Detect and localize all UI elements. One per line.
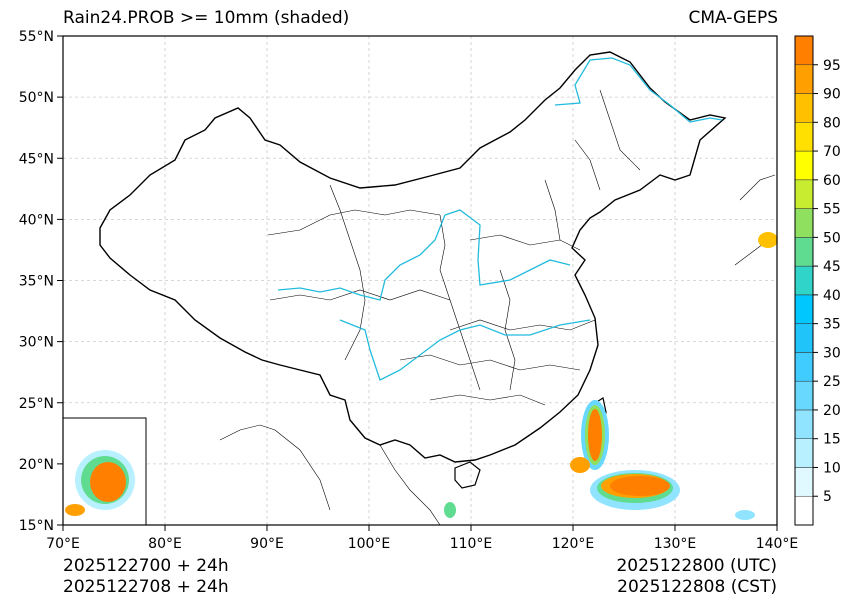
gridlines	[63, 36, 777, 525]
colorbar-segment	[794, 467, 814, 497]
neighbour-borders	[219, 174, 776, 525]
colorbar-segment	[794, 208, 814, 238]
colorbar-label: 50	[823, 230, 841, 246]
colorbar-segment	[794, 93, 814, 123]
colorbar-segment	[794, 409, 814, 439]
colorbar-segment	[794, 380, 814, 411]
lat-tick-label: 25°N	[19, 396, 54, 412]
colorbar-segment	[794, 265, 814, 296]
valid-time-cst: 2025122808 (CST)	[617, 577, 777, 597]
colorbar-segment	[794, 150, 814, 181]
lat-tick-label: 15°N	[19, 518, 54, 534]
colorbar-label: 60	[823, 173, 841, 189]
map-title: Rain24.PROB >= 10mm (shaded)	[63, 8, 350, 28]
china-border	[99, 51, 727, 463]
colorbar-label: 5	[823, 489, 832, 505]
colorbar-segment	[794, 352, 814, 382]
colorbar-label: 20	[823, 403, 841, 419]
lon-tick-label: 100°E	[348, 536, 391, 552]
colorbar-label: 15	[823, 432, 841, 448]
south-china-sea-inset	[62, 417, 147, 526]
hainan-island	[454, 461, 481, 489]
colorbar-segment	[794, 35, 814, 66]
colorbar-segment	[794, 64, 814, 94]
colorbar-label: 40	[823, 288, 841, 304]
lat-tick-label: 55°N	[19, 29, 54, 45]
colorbar-segment	[794, 438, 814, 468]
colorbar: 5 10 15 20 25 30 35 40 45 50 55 60 70 80 90 95	[794, 35, 841, 526]
colorbar-label: 25	[823, 374, 841, 390]
lon-tick-label: 130°E	[654, 536, 697, 552]
init-time-cst: 2025122708 + 24h	[63, 577, 229, 597]
colorbar-segment	[794, 122, 814, 152]
colorbar-frame	[794, 35, 814, 526]
lat-tick-label: 35°N	[19, 274, 54, 290]
lon-tick-label: 120°E	[552, 536, 595, 552]
lon-tick-label: 70°E	[46, 536, 80, 552]
lat-tick-label: 20°N	[19, 457, 54, 473]
valid-time-utc: 2025122800 (UTC)	[616, 556, 777, 576]
colorbar-label: 95	[823, 58, 841, 74]
colorbar-label: 45	[823, 259, 841, 275]
colorbar-label: 35	[823, 317, 841, 333]
rivers	[277, 57, 723, 381]
colorbar-label: 10	[823, 460, 841, 476]
colorbar-label: 90	[823, 87, 841, 103]
model-name: CMA-GEPS	[688, 8, 778, 28]
colorbar-segment	[794, 294, 814, 324]
lat-tick-label: 40°N	[19, 212, 54, 228]
colorbar-segment	[794, 495, 814, 526]
province-borders	[267, 89, 641, 406]
colorbar-label: 30	[823, 345, 841, 361]
colorbar-segment	[794, 237, 814, 267]
lon-tick-label: 140°E	[756, 536, 799, 552]
lat-tick-label: 50°N	[19, 90, 54, 106]
init-time-utc: 2025122700 + 24h	[63, 556, 229, 576]
lat-tick-label: 30°N	[19, 335, 54, 351]
colorbar-segment	[794, 323, 814, 353]
colorbar-label: 55	[823, 202, 841, 218]
lon-tick-label: 110°E	[450, 536, 493, 552]
colorbar-segment	[794, 179, 814, 209]
precip-probability-shading	[444, 232, 777, 520]
colorbar-label: 80	[823, 115, 841, 131]
lon-tick-label: 90°E	[250, 536, 284, 552]
lon-tick-label: 80°E	[148, 536, 182, 552]
axis-ticks: 55°N 50°N 45°N 40°N 35°N 30°N 25°N 20°N 15°N 70°E…	[19, 29, 799, 552]
colorbar-label: 70	[823, 144, 841, 160]
lat-tick-label: 45°N	[19, 151, 54, 167]
